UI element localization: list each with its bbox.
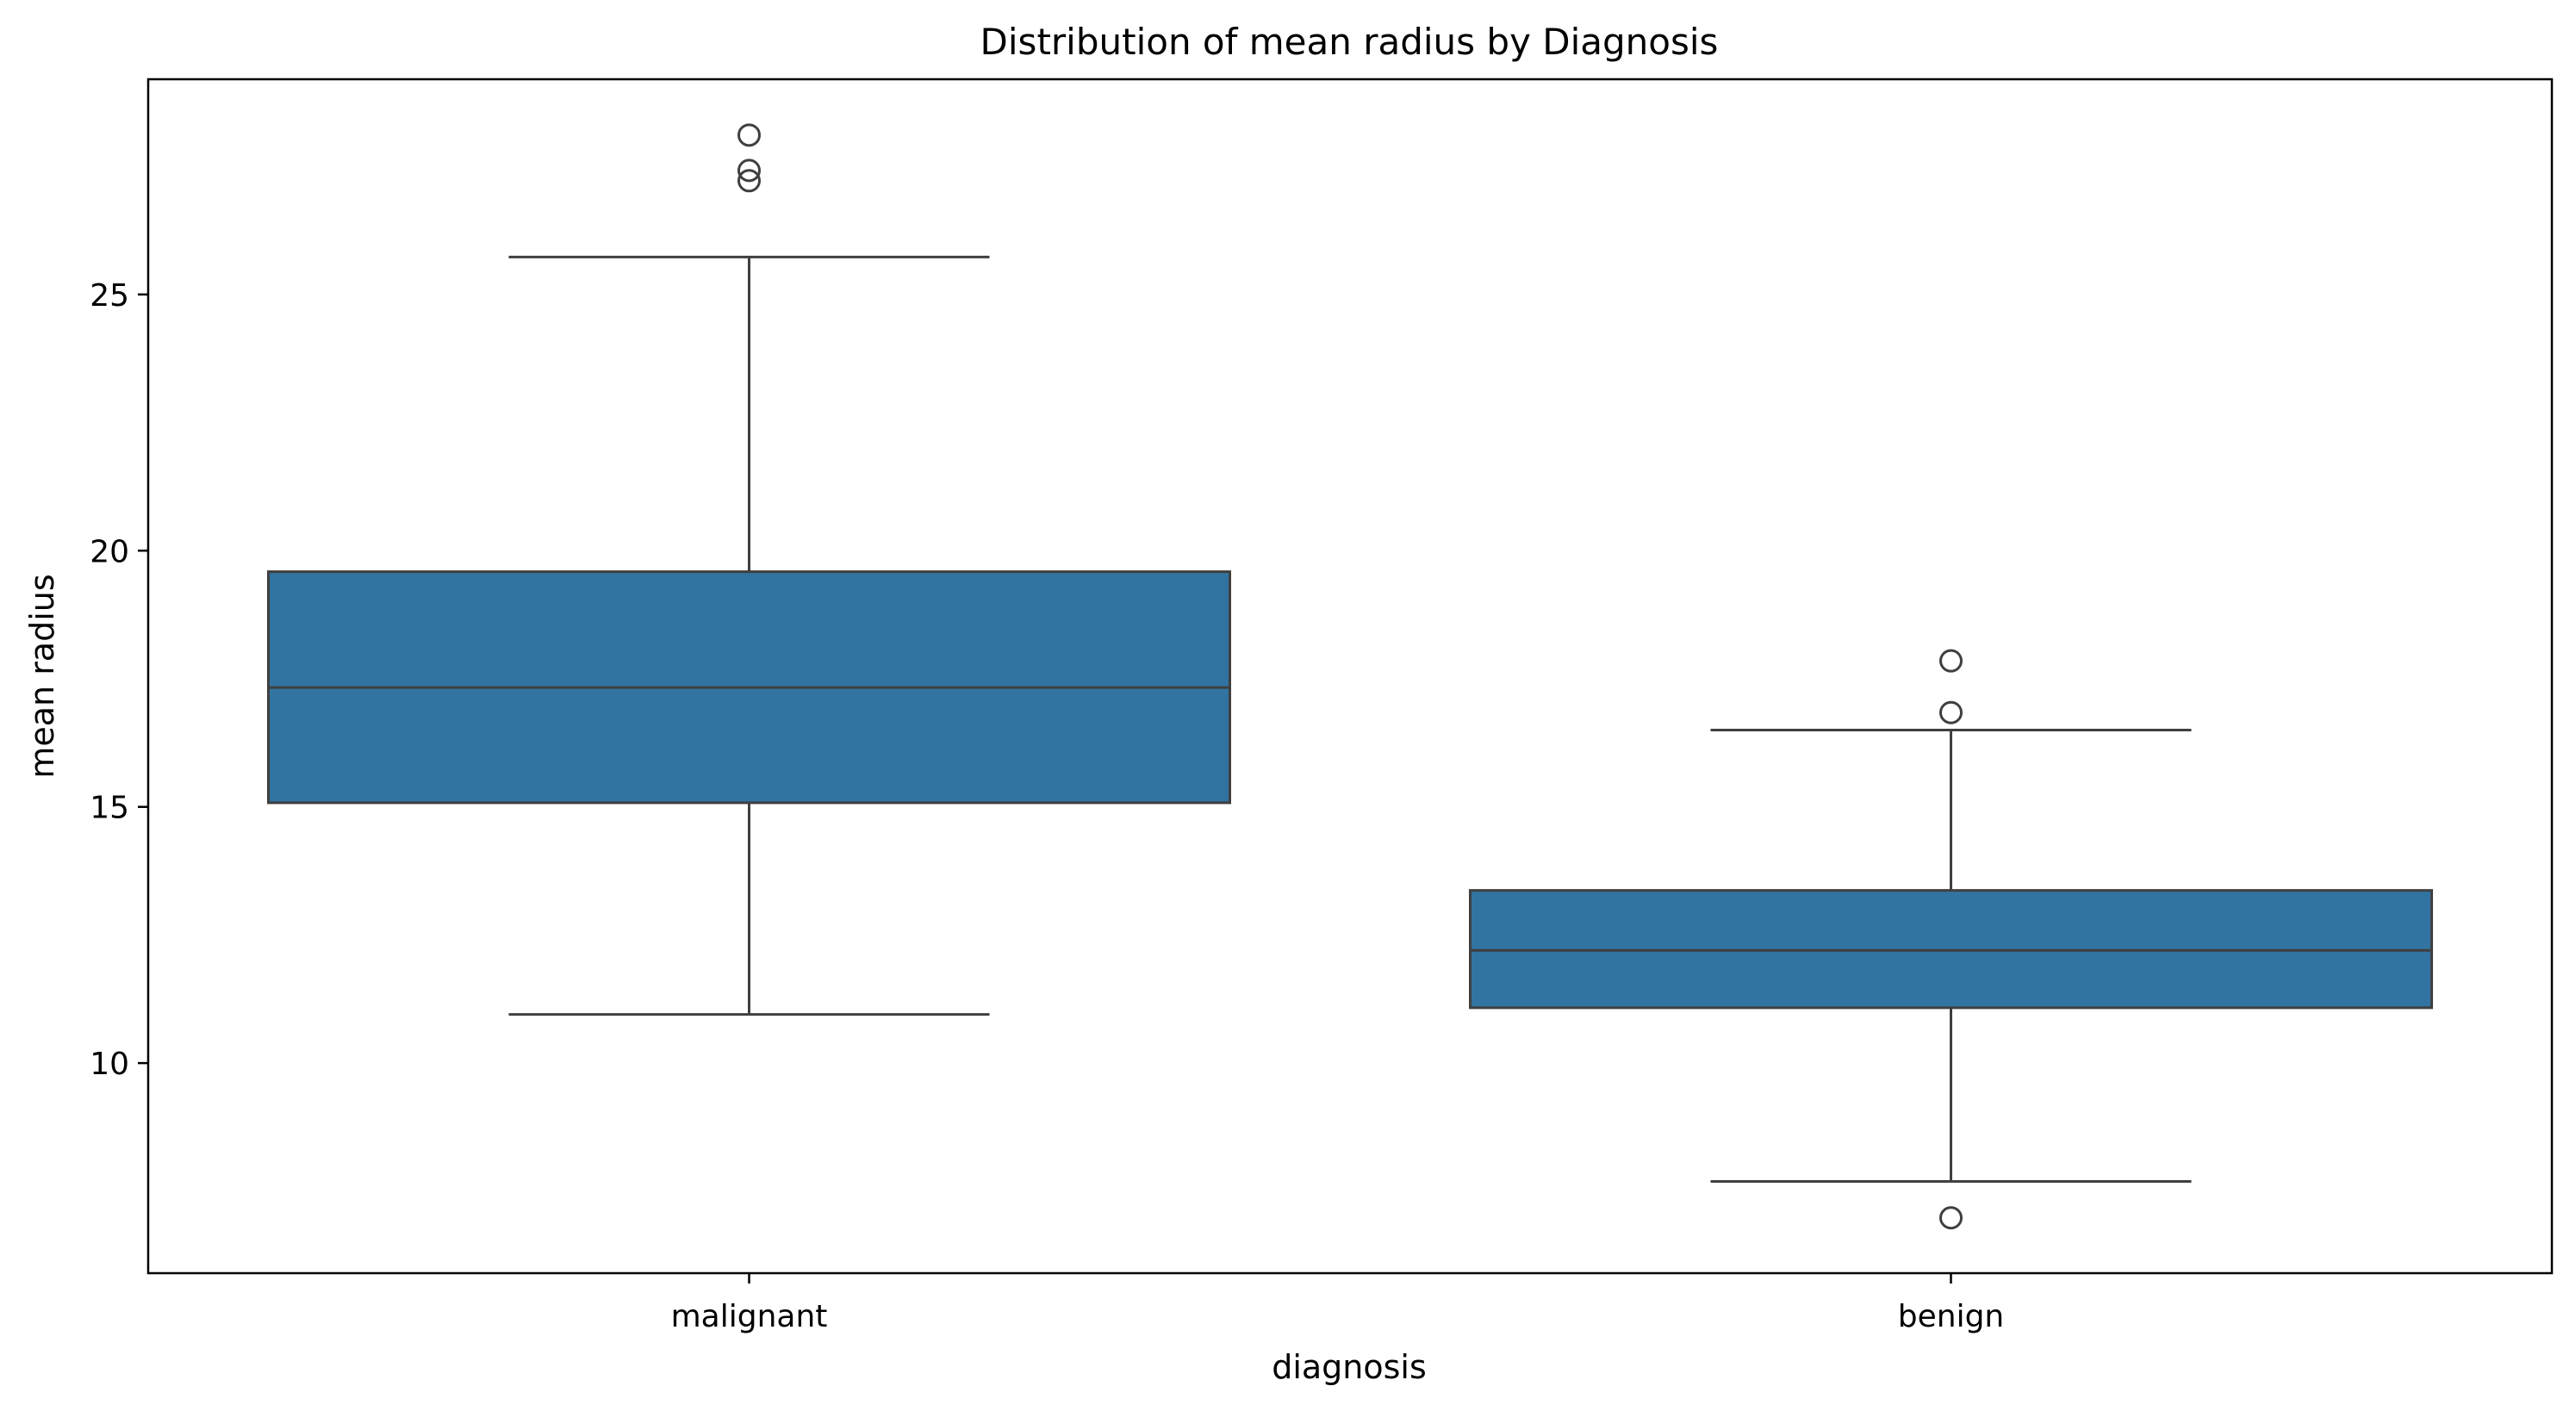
- y-axis-label: mean radius: [23, 574, 61, 778]
- y-tick-label: 15: [90, 791, 129, 826]
- x-axis: malignant benign: [671, 1273, 2005, 1334]
- y-tick-label: 25: [90, 278, 129, 314]
- box-group-malignant: [267, 123, 1231, 1016]
- outlier-point: [1939, 1206, 1963, 1230]
- x-tick-label: malignant: [671, 1299, 828, 1334]
- outlier-point: [737, 123, 761, 147]
- box-group-benign: [1469, 649, 2433, 1230]
- outlier-point: [1939, 700, 1963, 724]
- outlier-point: [737, 159, 761, 183]
- plot-area: [267, 123, 2433, 1230]
- y-tick-label: 20: [90, 534, 129, 569]
- y-axis: 10 15 20 25: [90, 278, 148, 1082]
- chart-title: Distribution of mean radius by Diagnosis: [980, 21, 1719, 63]
- x-axis-label: diagnosis: [1272, 1348, 1427, 1386]
- y-tick-label: 10: [90, 1047, 129, 1082]
- outlier-point: [1939, 649, 1963, 673]
- plot-frame: [146, 78, 2554, 1275]
- outlier-point: [737, 169, 761, 193]
- x-tick-label: benign: [1898, 1299, 2005, 1334]
